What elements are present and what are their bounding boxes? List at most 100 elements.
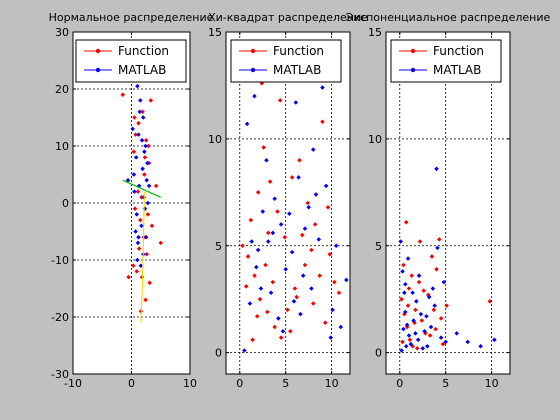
point-matlab bbox=[418, 311, 424, 317]
x-tick-label: 5 bbox=[442, 377, 449, 390]
point-matlab bbox=[438, 335, 444, 340]
point-function bbox=[120, 92, 125, 97]
point-matlab bbox=[258, 286, 264, 291]
legend-marker-function bbox=[410, 48, 416, 54]
point-matlab bbox=[422, 328, 427, 334]
point-matlab bbox=[405, 256, 411, 261]
point-matlab bbox=[443, 339, 448, 345]
point-matlab bbox=[130, 126, 135, 132]
point-matlab bbox=[454, 331, 459, 336]
ticks: 0 5 10 0 5 10 15 bbox=[368, 26, 510, 390]
axes-chi-square: 0 5 10 0 5 10 15 Хи-квадрат распределение Func… bbox=[208, 11, 368, 390]
y-tick-label: 0 bbox=[215, 347, 222, 360]
point-function bbox=[332, 279, 337, 285]
point-matlab bbox=[401, 326, 406, 332]
y-tick-label: 0 bbox=[375, 347, 382, 360]
legend-marker-function bbox=[95, 48, 101, 54]
series-line bbox=[140, 191, 145, 323]
point-matlab bbox=[316, 237, 322, 242]
ticks: 0 5 10 0 5 10 15 bbox=[208, 26, 350, 390]
plot-area bbox=[385, 31, 511, 375]
point-matlab bbox=[125, 177, 131, 183]
y-tick-label: -10 bbox=[51, 254, 69, 267]
point-matlab bbox=[420, 346, 426, 351]
point-function bbox=[336, 290, 342, 296]
legend-matlab-label: MATLAB bbox=[273, 63, 321, 77]
legend-function-label: Function bbox=[433, 44, 484, 58]
point-function bbox=[406, 286, 412, 291]
legend-matlab-label: MATLAB bbox=[433, 63, 481, 77]
y-tick-label: 5 bbox=[375, 240, 382, 253]
point-function bbox=[416, 279, 422, 285]
point-function bbox=[401, 262, 406, 268]
point-function bbox=[413, 307, 418, 313]
point-matlab bbox=[426, 294, 432, 300]
point-matlab bbox=[283, 266, 288, 272]
point-function bbox=[434, 266, 439, 272]
point-matlab bbox=[300, 273, 306, 278]
point-matlab bbox=[399, 348, 404, 353]
point-matlab bbox=[328, 335, 333, 340]
y-tick-label: -20 bbox=[51, 311, 69, 324]
legend: Function MATLAB bbox=[75, 39, 187, 83]
point-function bbox=[272, 324, 277, 330]
chart-title: Хи-квадрат распределение bbox=[208, 11, 368, 24]
point-matlab bbox=[465, 339, 471, 345]
chart-title: Экспоненциальное распределение bbox=[346, 11, 551, 24]
plot-area bbox=[225, 31, 351, 375]
y-tick-label: 15 bbox=[368, 26, 382, 39]
legend-function-label: Function bbox=[273, 44, 324, 58]
ticks: -10 0 10 -30 -20 -10 0 10 20 30 bbox=[51, 26, 197, 390]
point-function bbox=[294, 294, 299, 300]
point-matlab bbox=[411, 318, 416, 323]
legend-box bbox=[390, 39, 502, 83]
point-matlab bbox=[403, 343, 409, 349]
point-matlab bbox=[410, 290, 415, 296]
point-function bbox=[421, 288, 426, 293]
point-function bbox=[263, 262, 268, 268]
y-tick-label: 0 bbox=[62, 197, 69, 210]
point-matlab bbox=[400, 269, 405, 274]
point-matlab bbox=[309, 286, 314, 291]
point-function bbox=[427, 333, 433, 338]
y-tick-label: 10 bbox=[55, 140, 69, 153]
point-matlab bbox=[414, 299, 419, 304]
point-function bbox=[437, 237, 442, 242]
point-matlab bbox=[424, 314, 429, 319]
point-matlab bbox=[255, 247, 261, 253]
point-matlab bbox=[247, 301, 253, 306]
point-function bbox=[438, 316, 444, 321]
point-function bbox=[429, 254, 435, 259]
marks bbox=[398, 166, 497, 353]
point-matlab bbox=[416, 273, 422, 278]
legend-box bbox=[230, 39, 342, 83]
point-function bbox=[134, 269, 140, 274]
point-matlab bbox=[338, 324, 344, 330]
point-function bbox=[245, 254, 251, 259]
point-matlab bbox=[408, 341, 414, 347]
point-matlab bbox=[435, 245, 440, 251]
point-function bbox=[265, 309, 270, 315]
legend: Function MATLAB bbox=[230, 39, 342, 83]
point-function bbox=[409, 273, 414, 278]
point-function bbox=[302, 262, 308, 268]
point-function bbox=[407, 337, 413, 343]
y-tick-label: 10 bbox=[368, 133, 382, 146]
point-matlab bbox=[138, 98, 143, 103]
point-matlab bbox=[413, 331, 418, 336]
point-function bbox=[252, 273, 257, 278]
point-function bbox=[282, 234, 288, 240]
point-function bbox=[419, 318, 425, 323]
point-function bbox=[285, 307, 290, 313]
x-tick-label: -10 bbox=[64, 377, 82, 390]
point-function bbox=[305, 200, 311, 206]
point-matlab bbox=[268, 290, 274, 296]
point-matlab bbox=[310, 147, 316, 152]
point-function bbox=[312, 222, 318, 227]
point-function bbox=[414, 346, 420, 351]
y-tick-label: -30 bbox=[51, 368, 69, 381]
point-function bbox=[310, 301, 316, 306]
point-function bbox=[257, 296, 263, 302]
y-tick-label: 10 bbox=[208, 133, 222, 146]
